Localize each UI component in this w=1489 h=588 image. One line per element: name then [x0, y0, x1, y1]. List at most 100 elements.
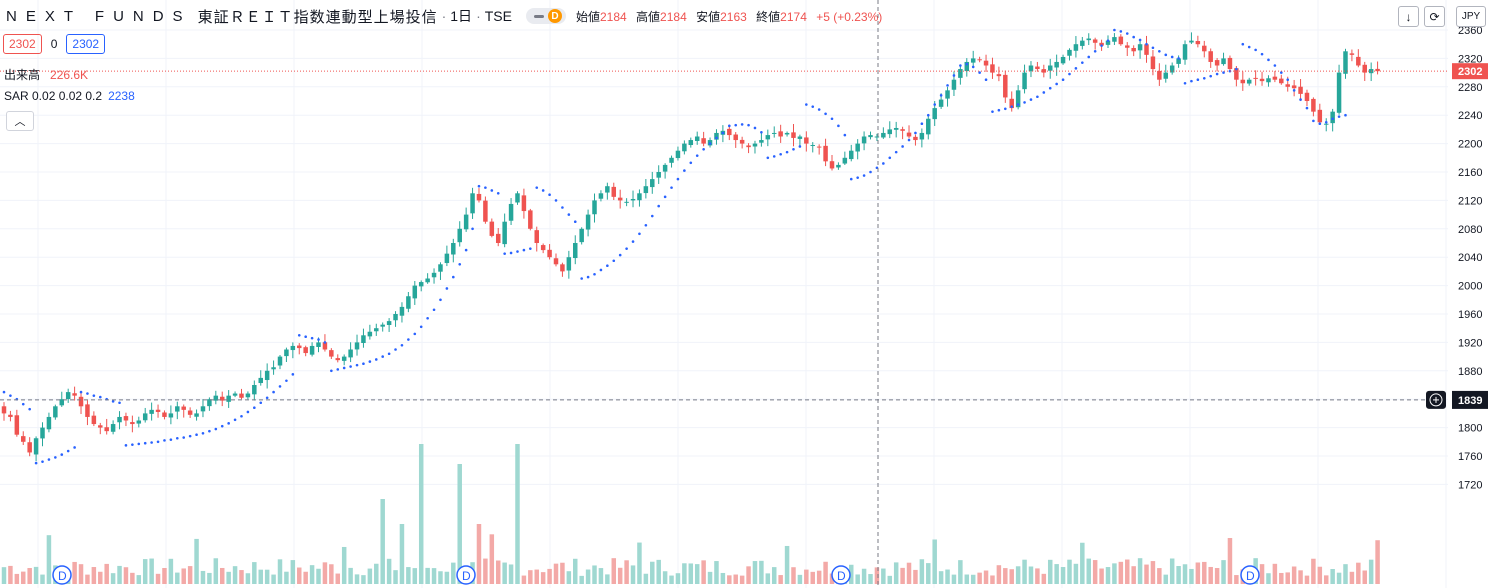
sar-point	[188, 434, 192, 438]
sar-point	[1164, 53, 1168, 57]
volume-bar	[990, 575, 995, 584]
volume-bar	[1047, 559, 1053, 584]
volume-bar	[797, 574, 803, 584]
sar-point	[143, 441, 147, 445]
candle-body	[900, 129, 905, 131]
sar-point	[843, 133, 847, 137]
volume-bar	[207, 572, 212, 584]
volume-bar	[200, 570, 206, 584]
sar-point	[914, 131, 917, 135]
candle-body	[560, 264, 565, 272]
sar-point	[182, 436, 186, 439]
candle-body	[264, 370, 270, 381]
sar-point	[41, 460, 44, 463]
sar-point	[1068, 72, 1071, 76]
volume-bar	[213, 558, 219, 584]
volume-bar	[874, 567, 880, 584]
volume-bar	[714, 561, 719, 584]
candle-body	[1202, 45, 1207, 52]
volume-bar	[1202, 561, 1207, 584]
candle-body	[675, 150, 681, 159]
volume-bar	[791, 567, 796, 584]
sar-point	[965, 62, 969, 66]
candle-body	[1259, 78, 1265, 82]
sar-point	[426, 316, 429, 320]
candle-body	[585, 214, 591, 230]
separator: ·	[441, 8, 447, 24]
volume-bar	[861, 568, 867, 584]
sar-point	[92, 394, 96, 397]
volume-bar	[1176, 566, 1181, 584]
dividend-marker	[1240, 565, 1260, 585]
sar-point	[1010, 105, 1014, 108]
sar-point	[362, 362, 365, 366]
volume-bar	[913, 569, 918, 584]
separator: ·	[476, 8, 481, 24]
sar-point	[1344, 113, 1347, 117]
close-value: 2174	[780, 9, 807, 24]
candle-body	[8, 414, 13, 417]
candle-body	[406, 296, 411, 309]
sar-point	[837, 124, 840, 128]
volume-bar	[849, 564, 854, 584]
sar-point	[670, 186, 673, 189]
sar-point	[137, 442, 141, 446]
candle-body	[746, 145, 751, 148]
volume-bar	[752, 561, 758, 584]
collapse-legend-button[interactable]: ︿	[6, 111, 34, 131]
volume-legend[interactable]: 出来高 226.6K	[4, 66, 88, 83]
volume-bar	[1356, 562, 1361, 584]
volume-bar	[1015, 566, 1021, 584]
dividend-marker	[831, 565, 851, 585]
fullscreen-button[interactable]: ⟳	[1424, 6, 1445, 27]
sar-point	[862, 174, 866, 177]
volume-bar	[528, 570, 533, 584]
interval-label[interactable]: 1日	[450, 8, 473, 24]
candle-body	[374, 328, 379, 332]
volume-bar	[829, 573, 835, 584]
volume-bar	[1195, 562, 1201, 584]
candle-body	[219, 396, 225, 401]
sell-button[interactable]: 2302	[3, 34, 42, 54]
buy-button[interactable]: 2302	[66, 34, 106, 54]
sar-legend[interactable]: SAR 0.02 0.02 0.2 2238	[4, 89, 135, 103]
sar-point	[753, 126, 757, 130]
candle-body	[759, 140, 764, 143]
volume-bar	[983, 570, 989, 584]
sar-point	[131, 443, 134, 446]
sar-point	[1036, 95, 1039, 99]
candle-body	[72, 393, 77, 396]
symbol-name[interactable]: NEXT FUNDS	[6, 7, 192, 25]
volume-bar	[277, 559, 283, 584]
candle-body	[187, 410, 193, 415]
fullscreen-icon: ⟳	[1429, 9, 1440, 24]
volume-bar	[1234, 575, 1239, 584]
sar-point	[1081, 61, 1084, 64]
candle-body	[1291, 85, 1297, 89]
sar-point	[2, 390, 6, 394]
sar-point	[1151, 46, 1155, 50]
sar-point	[606, 264, 609, 268]
sar-point	[278, 385, 282, 388]
candle-body	[669, 157, 674, 163]
sar-point	[939, 94, 943, 97]
sar-point	[1280, 71, 1283, 74]
volume-bar	[1343, 564, 1348, 584]
download-button[interactable]: ↓	[1398, 6, 1419, 27]
sar-point	[772, 155, 776, 158]
symbol-header: NEXT FUNDS 東証ＲＥＩＴ指数連動型上場投信 · 1日 · TSE D …	[6, 6, 888, 26]
crosshair-price-label: 1839	[1458, 395, 1482, 407]
sar-point	[1100, 44, 1103, 47]
candle-body	[1253, 77, 1258, 79]
candle-body	[1182, 44, 1188, 60]
sar-point	[650, 214, 654, 218]
dividend-marker-label: D	[462, 569, 471, 583]
volume-bar	[1, 567, 7, 584]
currency-select[interactable]: JPY	[1456, 6, 1486, 27]
volume-bar	[926, 563, 931, 584]
market-status-pill[interactable]: D	[525, 8, 566, 24]
sar-point	[657, 204, 660, 208]
candle-body	[1112, 37, 1117, 42]
sar-point	[824, 112, 827, 116]
